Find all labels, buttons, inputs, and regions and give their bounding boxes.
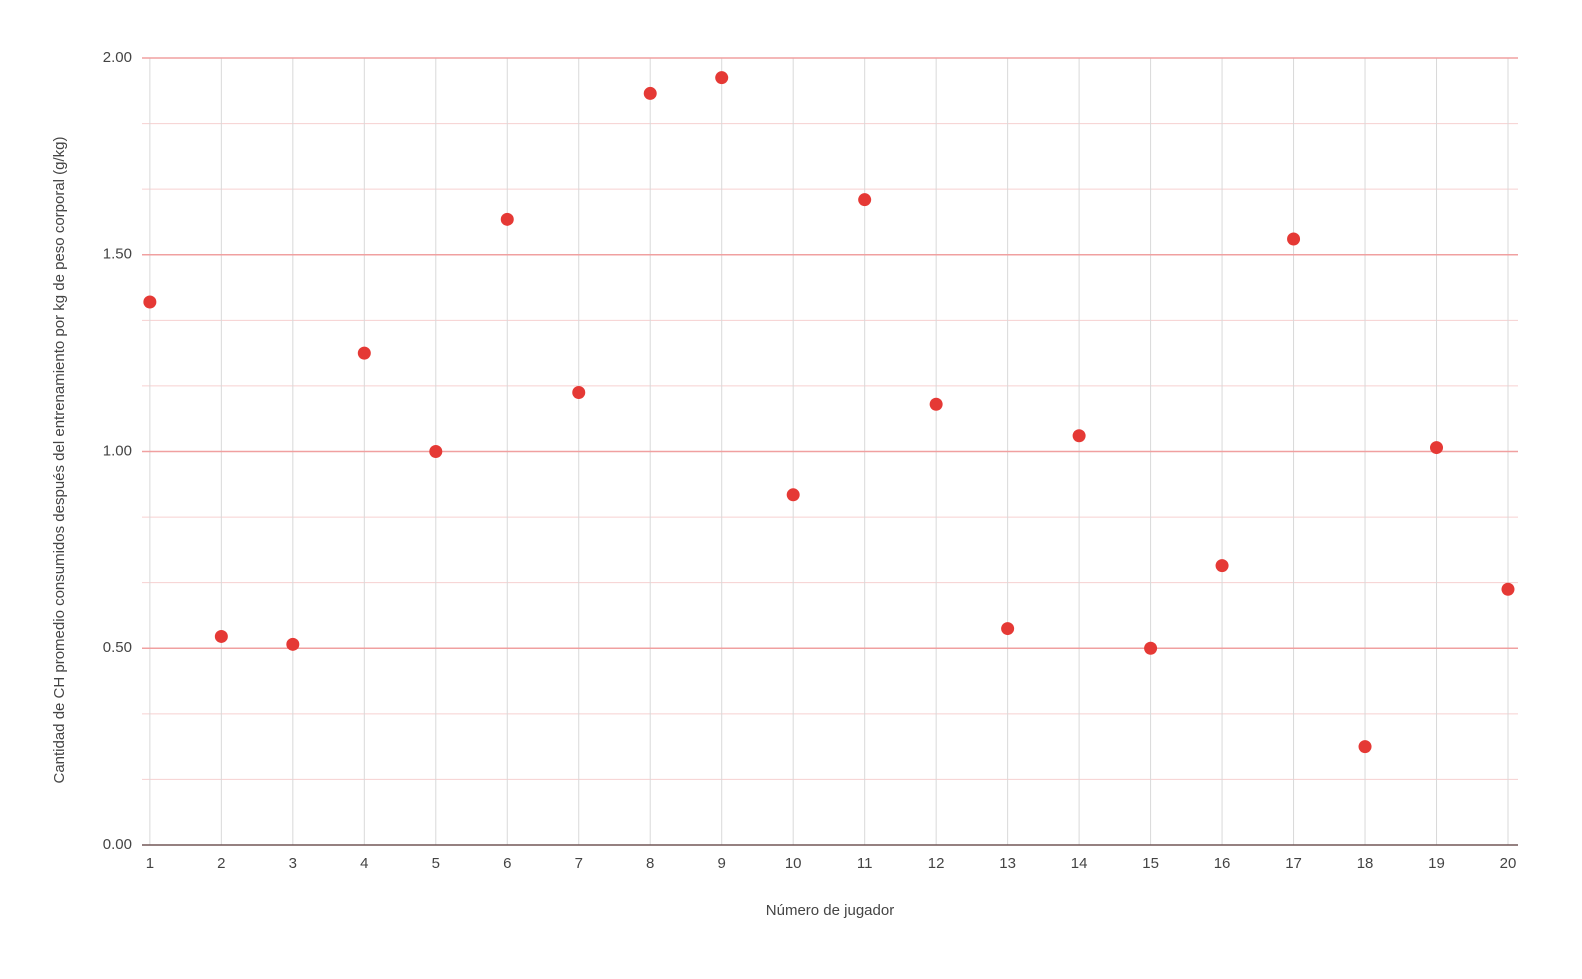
point [357,346,371,360]
point [1144,641,1158,655]
x-tick-label: 7 [575,855,583,872]
point [1215,559,1229,573]
x-tick-label: 18 [1357,855,1374,872]
point [214,629,228,643]
y-tick-label: 1.50 [103,246,132,263]
y-tick-label: 1.00 [103,442,132,459]
x-tick-label: 6 [503,855,511,872]
x-tick-label: 2 [217,855,225,872]
point [1358,740,1372,754]
point [286,637,300,651]
point [500,212,514,226]
point [572,385,586,399]
point [929,397,943,411]
x-tick-label: 11 [857,855,873,872]
point [1430,441,1444,455]
point [1001,622,1015,636]
x-tick-label: 5 [432,855,440,872]
x-tick-label: 14 [1071,855,1088,872]
y-tick-label: 0.50 [103,639,132,656]
x-tick-label: 13 [999,855,1016,872]
x-tick-label: 17 [1285,855,1302,872]
y-axis-label: Cantidad de CH promedio consumidos despu… [51,136,68,783]
x-tick-label: 8 [646,855,654,872]
x-tick-label: 20 [1500,855,1517,872]
x-tick-label: 4 [360,855,368,872]
y-tick-label: 0.00 [103,836,132,853]
point [715,71,729,85]
point [143,295,157,309]
point [429,445,443,458]
point [1501,582,1515,596]
y-tick-label: 2.00 [103,49,132,66]
point [643,86,657,100]
x-tick-label: 10 [785,855,802,872]
x-tick-label: 9 [718,855,726,872]
x-axis-label: Número de jugador [766,902,894,919]
point [786,488,800,502]
x-tick-label: 19 [1428,855,1445,872]
x-tick-label: 1 [146,855,154,872]
x-tick-label: 16 [1214,855,1231,872]
point [858,193,872,207]
point [1072,429,1086,443]
x-tick-label: 3 [289,855,297,872]
point [1287,232,1301,246]
x-tick-label: 15 [1142,855,1159,872]
x-tick-label: 12 [928,855,945,872]
